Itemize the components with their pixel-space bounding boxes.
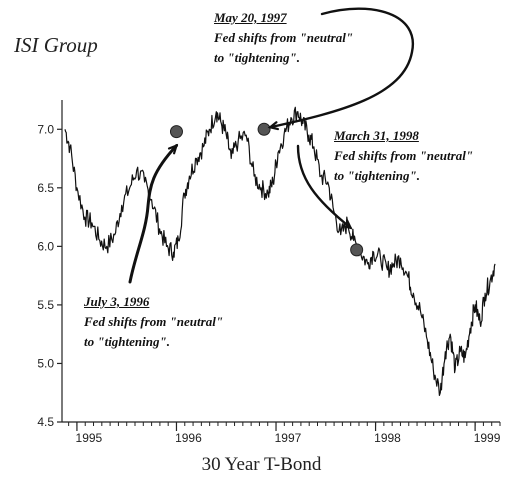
- series-line-30yr-tbond: [64, 106, 496, 396]
- annotation-date: May 20, 1997: [214, 10, 287, 25]
- y-tick-label: 6.0: [37, 239, 54, 253]
- x-tick-label: 1999: [474, 431, 501, 445]
- brand-label: ISI Group: [14, 33, 98, 57]
- y-tick-label: 6.5: [37, 181, 54, 195]
- y-tick-label: 5.0: [37, 356, 54, 370]
- arrow-july-1996: [128, 144, 178, 284]
- annotation-march-1998: March 31, 1998 Fed shifts from "neutral"…: [334, 126, 473, 186]
- x-axis-caption: 30 Year T-Bond: [201, 454, 322, 475]
- y-tick-label: 4.5: [37, 415, 54, 429]
- x-tick-label: 1998: [374, 431, 401, 445]
- event-marker-1: [169, 125, 183, 139]
- arrowhead-may-1997: [267, 121, 279, 131]
- annotation-text: Fed shifts from "neutral": [334, 148, 474, 163]
- arrow-may-1997: [268, 7, 415, 129]
- arrowhead-july-1996: [167, 143, 179, 155]
- y-tick-label: 7.0: [37, 122, 54, 136]
- annotation-date: July 3, 1996: [84, 294, 150, 309]
- annotation-text: Fed shifts from "neutral": [214, 30, 354, 45]
- x-tick-label: 1997: [275, 431, 302, 445]
- annotation-date: March 31, 1998: [334, 128, 419, 143]
- arrow-march-1998: [296, 144, 352, 230]
- arrowhead-march-1998: [341, 219, 353, 230]
- event-marker-3: [350, 243, 364, 257]
- y-tick-label: 5.5: [37, 298, 54, 312]
- annotation-text: Fed shifts from "neutral": [84, 314, 224, 329]
- annotation-text: to "tightening".: [214, 50, 300, 65]
- x-tick-label: 1996: [175, 431, 202, 445]
- annotation-text: to "tightening".: [84, 334, 170, 349]
- event-marker-2: [257, 122, 271, 136]
- annotation-may-1997: May 20, 1997 Fed shifts from "neutral" t…: [214, 8, 353, 68]
- annotation-july-1996: July 3, 1996 Fed shifts from "neutral" t…: [84, 292, 223, 352]
- annotation-text: to "tightening".: [334, 168, 420, 183]
- x-tick-label: 1995: [76, 431, 103, 445]
